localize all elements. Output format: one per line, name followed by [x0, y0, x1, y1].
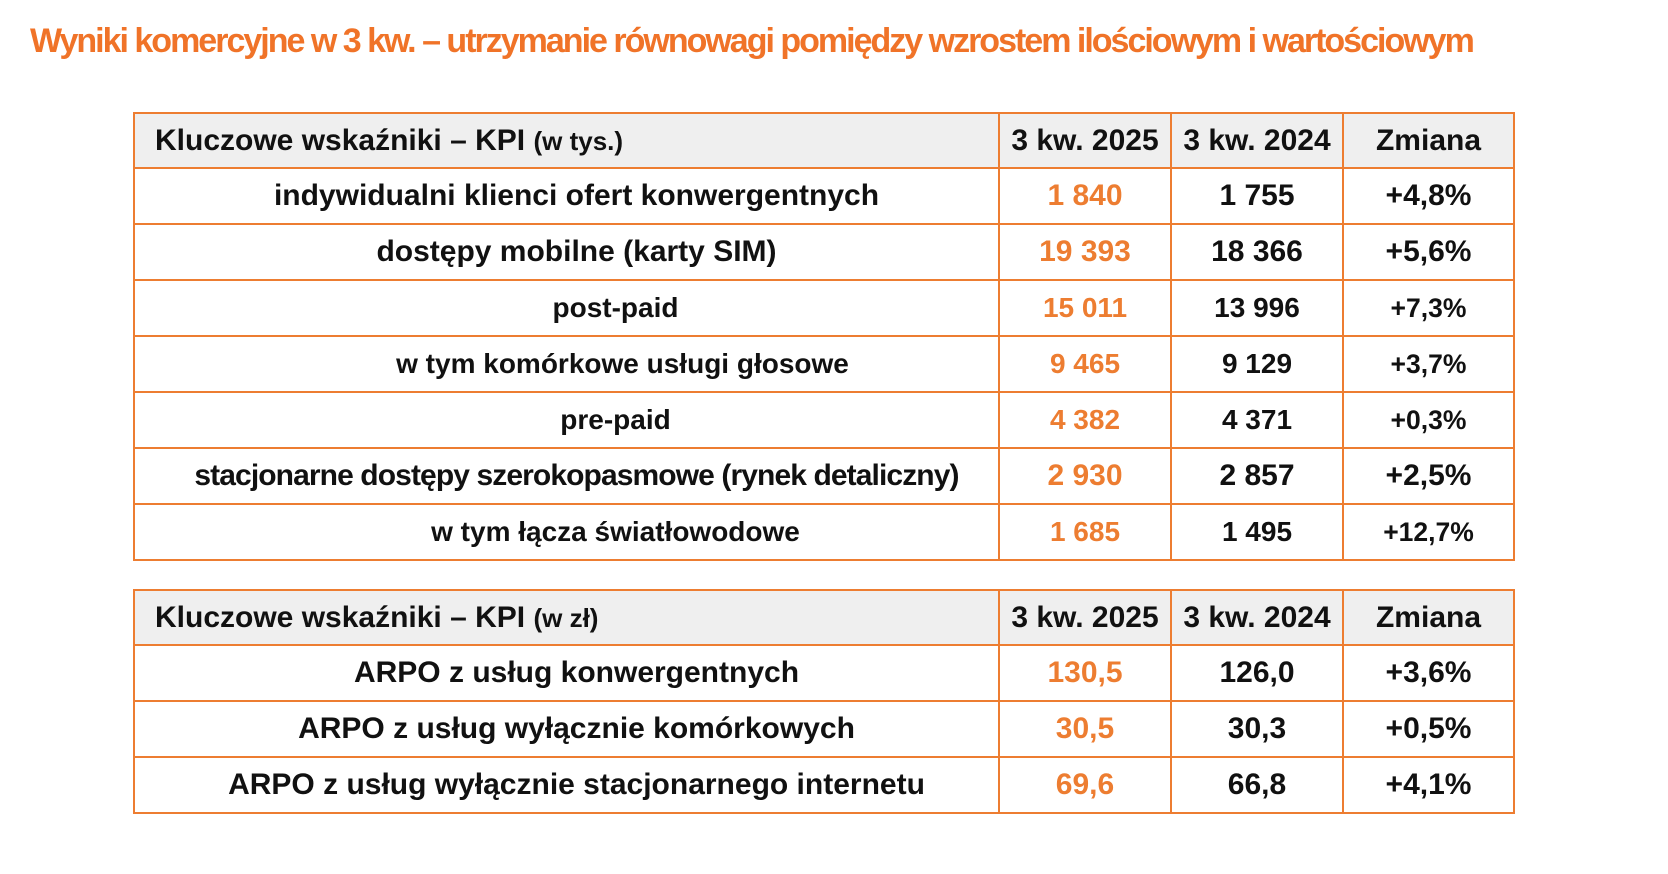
- kpi-table-arpo: Kluczowe wskaźniki – KPI (w zł) 3 kw. 20…: [133, 589, 1515, 814]
- change-value: +0,3%: [1342, 391, 1515, 449]
- slide-title: Wyniki komercyjne w 3 kw. – utrzymanie r…: [30, 22, 1475, 60]
- table-title: Kluczowe wskaźniki – KPI: [155, 123, 526, 157]
- table-row: w tym łącza światłowodowe 1 685 1 495 +1…: [133, 503, 1515, 561]
- value-q3-2024: 18 366: [1170, 223, 1344, 281]
- col-header-q3-2025: 3 kw. 2025: [998, 112, 1172, 169]
- table-row: indywidualni klienci ofert konwergentnyc…: [133, 167, 1515, 225]
- table-header-row: Kluczowe wskaźniki – KPI (w zł) 3 kw. 20…: [133, 589, 1515, 646]
- table-row: ARPO z usług wyłącznie stacjonarnego int…: [133, 756, 1515, 814]
- table-title-cell: Kluczowe wskaźniki – KPI (w tys.): [133, 112, 1000, 169]
- value-q3-2025: 4 382: [998, 391, 1172, 449]
- value-q3-2024: 1 495: [1170, 503, 1344, 561]
- value-q3-2025: 1 685: [998, 503, 1172, 561]
- table-row: ARPO z usług wyłącznie komórkowych 30,5 …: [133, 700, 1515, 758]
- col-header-change: Zmiana: [1342, 112, 1515, 169]
- change-value: +4,1%: [1342, 756, 1515, 814]
- change-value: +12,7%: [1342, 503, 1515, 561]
- value-q3-2025: 1 840: [998, 167, 1172, 225]
- table-row: pre-paid 4 382 4 371 +0,3%: [133, 391, 1515, 449]
- table-title: Kluczowe wskaźniki – KPI: [155, 600, 526, 634]
- change-value: +3,6%: [1342, 644, 1515, 702]
- change-value: +5,6%: [1342, 223, 1515, 281]
- change-value: +4,8%: [1342, 167, 1515, 225]
- table-title-unit: (w zł): [533, 602, 599, 633]
- table-row: stacjonarne dostępy szerokopasmowe (ryne…: [133, 447, 1515, 505]
- col-header-q3-2024: 3 kw. 2024: [1170, 112, 1344, 169]
- row-label: stacjonarne dostępy szerokopasmowe (ryne…: [133, 447, 1000, 505]
- row-label: pre-paid: [133, 391, 1000, 449]
- table-header-row: Kluczowe wskaźniki – KPI (w tys.) 3 kw. …: [133, 112, 1515, 169]
- table-row: post-paid 15 011 13 996 +7,3%: [133, 279, 1515, 337]
- table-row: ARPO z usług konwergentnych 130,5 126,0 …: [133, 644, 1515, 702]
- change-value: +7,3%: [1342, 279, 1515, 337]
- change-value: +2,5%: [1342, 447, 1515, 505]
- row-label: w tym komórkowe usługi głosowe: [133, 335, 1000, 393]
- value-q3-2024: 30,3: [1170, 700, 1344, 758]
- table-title-cell: Kluczowe wskaźniki – KPI (w zł): [133, 589, 1000, 646]
- value-q3-2024: 2 857: [1170, 447, 1344, 505]
- col-header-q3-2025: 3 kw. 2025: [998, 589, 1172, 646]
- table-row: w tym komórkowe usługi głosowe 9 465 9 1…: [133, 335, 1515, 393]
- row-label: w tym łącza światłowodowe: [133, 503, 1000, 561]
- value-q3-2024: 1 755: [1170, 167, 1344, 225]
- value-q3-2025: 15 011: [998, 279, 1172, 337]
- row-label: indywidualni klienci ofert konwergentnyc…: [133, 167, 1000, 225]
- value-q3-2024: 13 996: [1170, 279, 1344, 337]
- value-q3-2024: 9 129: [1170, 335, 1344, 393]
- table-title-unit: (w tys.): [533, 125, 624, 156]
- value-q3-2025: 2 930: [998, 447, 1172, 505]
- kpi-table-volumes: Kluczowe wskaźniki – KPI (w tys.) 3 kw. …: [133, 112, 1515, 561]
- value-q3-2024: 126,0: [1170, 644, 1344, 702]
- table-row: dostępy mobilne (karty SIM) 19 393 18 36…: [133, 223, 1515, 281]
- value-q3-2025: 30,5: [998, 700, 1172, 758]
- change-value: +3,7%: [1342, 335, 1515, 393]
- row-label: post-paid: [133, 279, 1000, 337]
- value-q3-2025: 9 465: [998, 335, 1172, 393]
- value-q3-2025: 19 393: [998, 223, 1172, 281]
- value-q3-2025: 69,6: [998, 756, 1172, 814]
- row-label: ARPO z usług wyłącznie stacjonarnego int…: [133, 756, 1000, 814]
- col-header-change: Zmiana: [1342, 589, 1515, 646]
- row-label: ARPO z usług wyłącznie komórkowych: [133, 700, 1000, 758]
- value-q3-2025: 130,5: [998, 644, 1172, 702]
- col-header-q3-2024: 3 kw. 2024: [1170, 589, 1344, 646]
- row-label: dostępy mobilne (karty SIM): [133, 223, 1000, 281]
- value-q3-2024: 66,8: [1170, 756, 1344, 814]
- change-value: +0,5%: [1342, 700, 1515, 758]
- row-label: ARPO z usług konwergentnych: [133, 644, 1000, 702]
- value-q3-2024: 4 371: [1170, 391, 1344, 449]
